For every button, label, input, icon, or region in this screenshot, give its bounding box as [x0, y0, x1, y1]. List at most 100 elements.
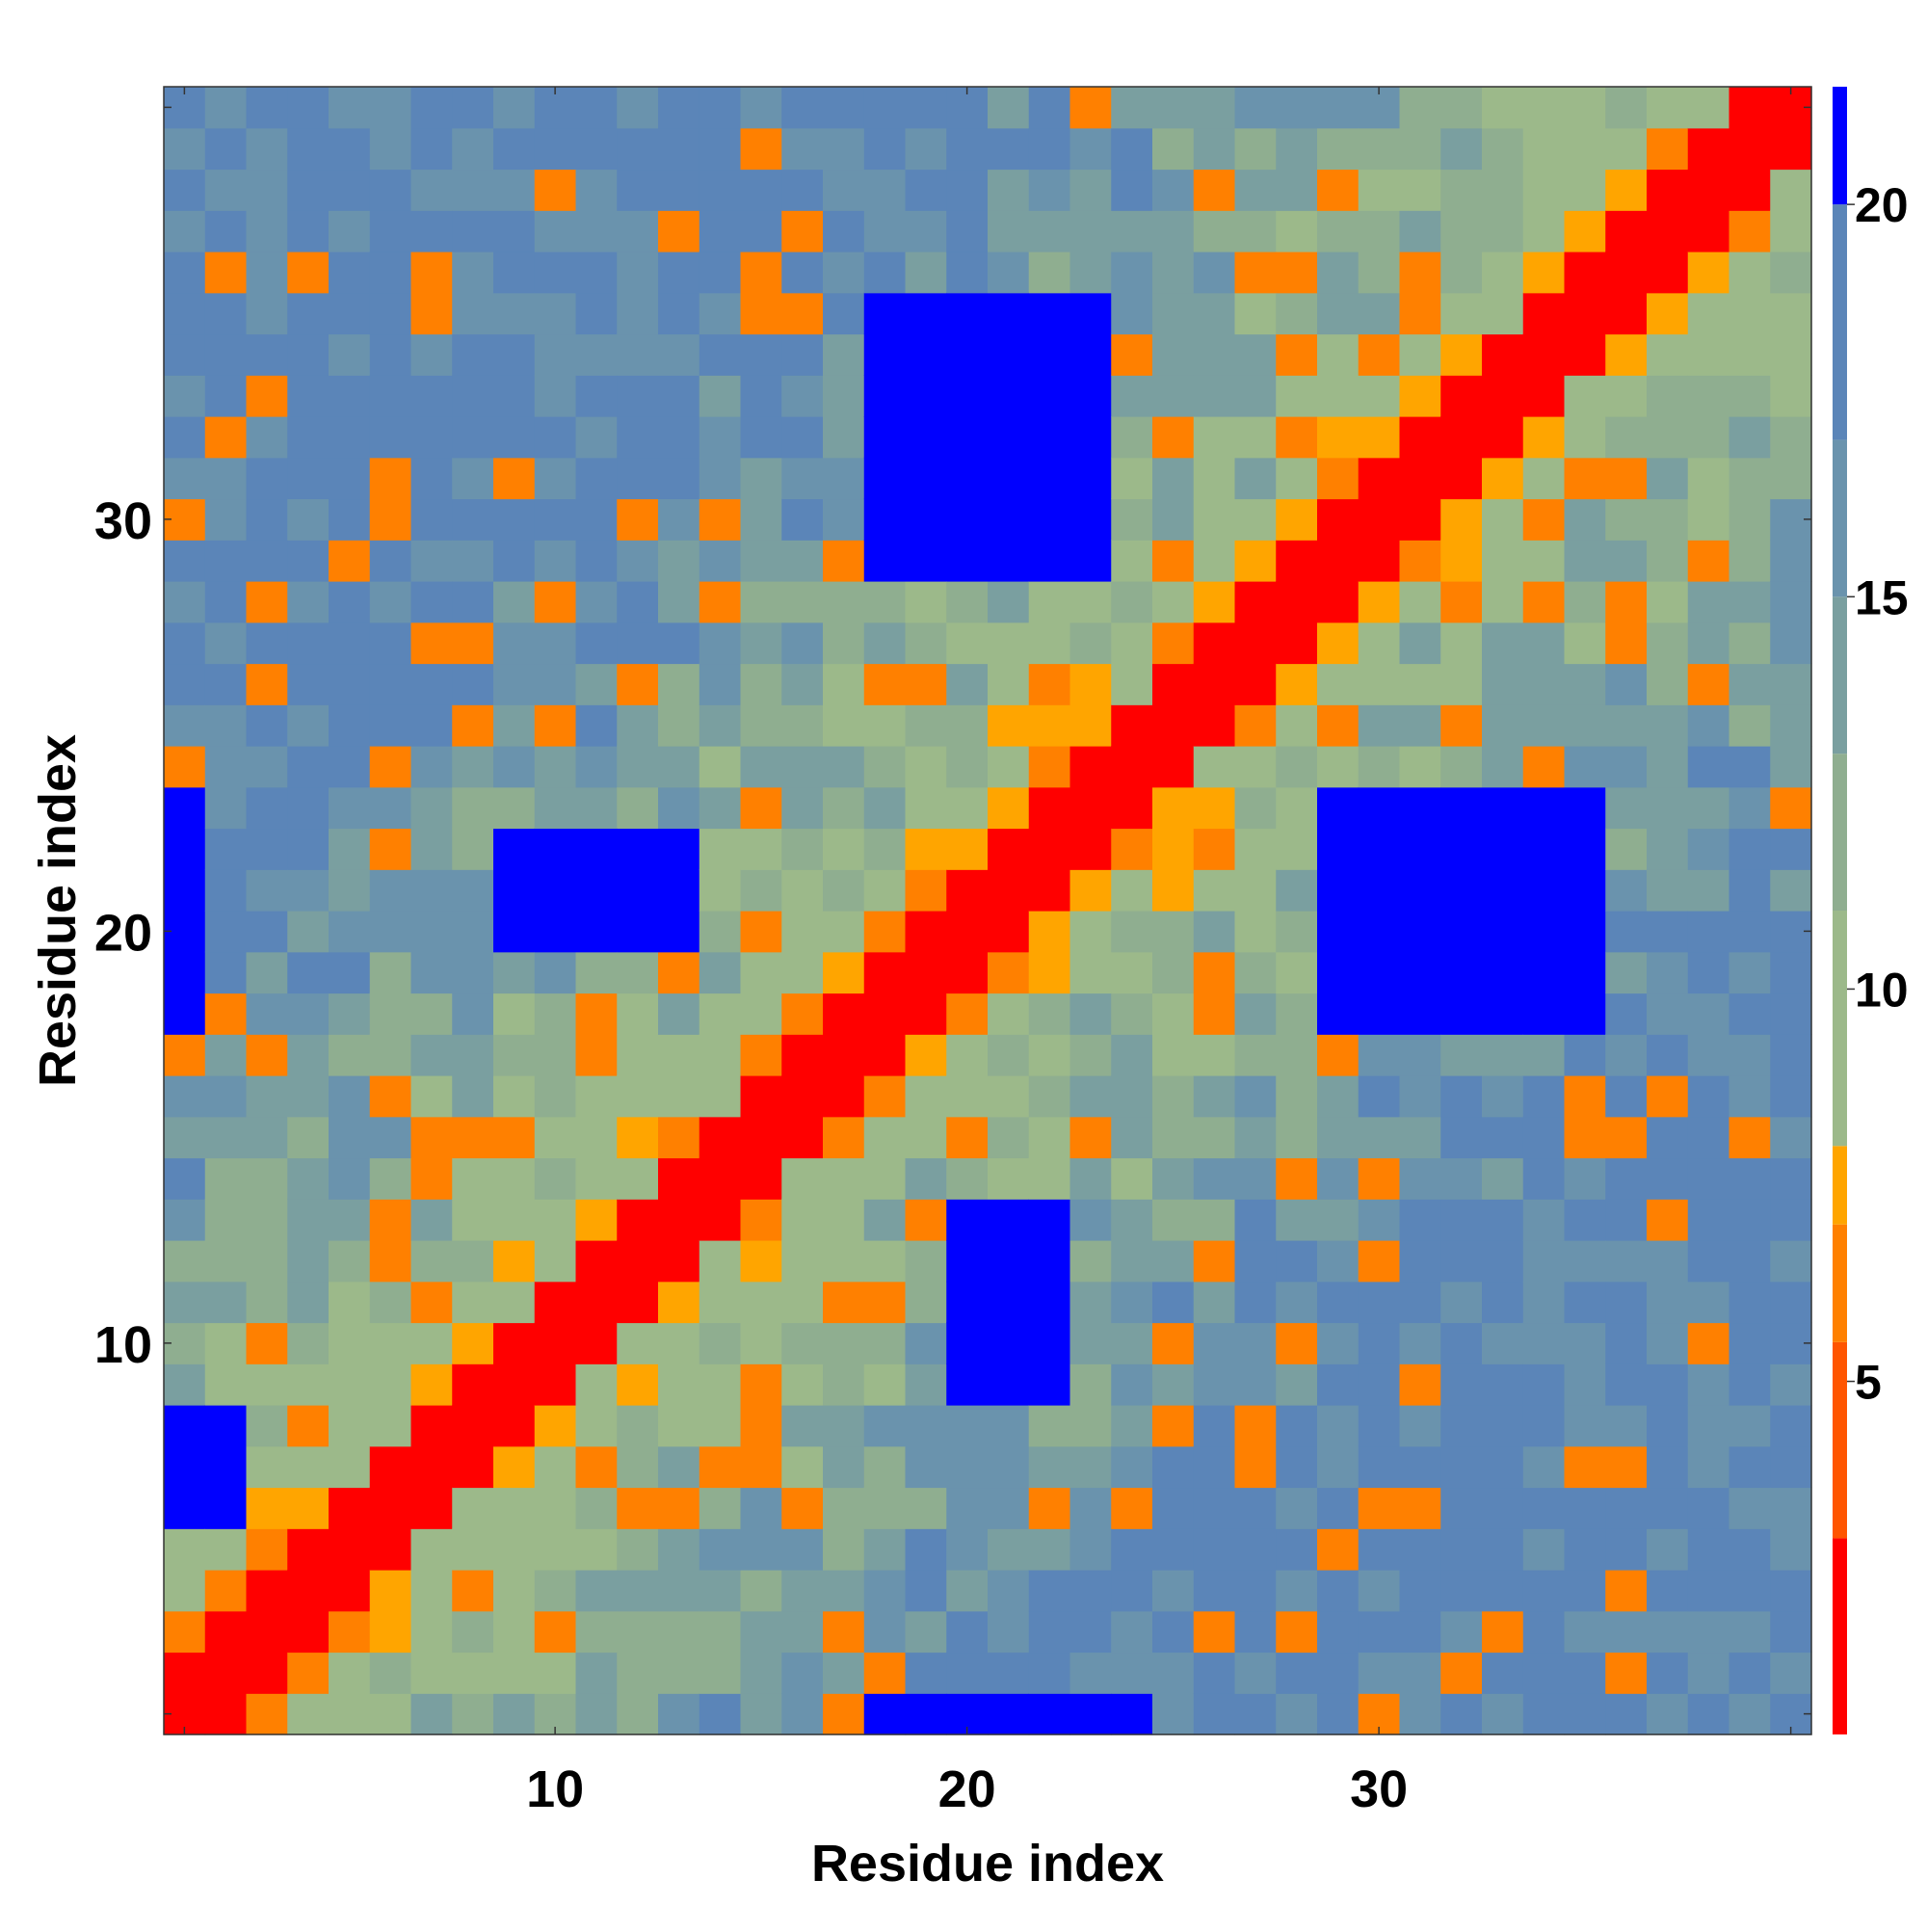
- heatmap-cell: [905, 251, 947, 294]
- heatmap-cell: [1317, 210, 1359, 252]
- heatmap-cell: [493, 127, 536, 171]
- heatmap-cell: [1069, 416, 1112, 459]
- heatmap-cell: [1399, 1157, 1441, 1200]
- heatmap-cell: [1687, 375, 1730, 417]
- heatmap-cell: [988, 911, 1030, 953]
- heatmap-cell: [1729, 1281, 1771, 1324]
- heatmap-cell: [1564, 663, 1606, 705]
- heatmap-cell: [1193, 704, 1236, 747]
- heatmap-cell: [988, 1570, 1030, 1612]
- heatmap-cell: [946, 1240, 989, 1283]
- heatmap-cell: [1028, 1075, 1071, 1118]
- heatmap-cell: [287, 292, 330, 335]
- heatmap-cell: [1193, 786, 1236, 830]
- heatmap-cell: [658, 540, 700, 582]
- heatmap-cell: [369, 704, 412, 747]
- heatmap-cell: [905, 457, 947, 500]
- heatmap-cell: [1069, 704, 1112, 747]
- heatmap-cell: [164, 210, 206, 252]
- heatmap-cell: [1358, 169, 1401, 211]
- heatmap-cell: [1647, 1363, 1689, 1406]
- heatmap-cell: [1687, 663, 1730, 705]
- heatmap-cell: [1605, 1281, 1648, 1324]
- heatmap-cell: [534, 127, 577, 171]
- heatmap-cell: [1358, 1322, 1401, 1364]
- heatmap-cell: [410, 869, 453, 912]
- heatmap-cell: [1399, 127, 1441, 171]
- heatmap-cell: [246, 127, 288, 171]
- heatmap-cell: [369, 1199, 412, 1241]
- heatmap-cell: [1317, 1240, 1359, 1283]
- heatmap-cell: [1729, 911, 1771, 953]
- heatmap-cell: [369, 746, 412, 788]
- heatmap-cell: [329, 1405, 371, 1447]
- heatmap-cell: [1687, 540, 1730, 582]
- heatmap-cell: [575, 210, 618, 252]
- heatmap-cell: [905, 1570, 947, 1612]
- heatmap-cell: [1522, 457, 1566, 500]
- heatmap-cell: [452, 1199, 494, 1241]
- heatmap-cell: [246, 869, 288, 912]
- heatmap-cell: [1028, 581, 1071, 623]
- heatmap-cell: [534, 951, 577, 994]
- heatmap-cell: [410, 540, 453, 582]
- heatmap-cell: [1276, 210, 1318, 252]
- heatmap-cell: [1399, 663, 1441, 705]
- heatmap-cell: [1564, 622, 1606, 665]
- heatmap-cell: [410, 292, 453, 335]
- heatmap-cell: [1687, 169, 1730, 211]
- heatmap-cell: [1276, 786, 1318, 830]
- heatmap-cell: [1605, 704, 1648, 747]
- heatmap-cell: [1111, 1610, 1153, 1654]
- heatmap-cell: [1522, 1528, 1566, 1571]
- heatmap-cell: [1482, 1322, 1524, 1364]
- heatmap-cell: [1111, 1363, 1153, 1406]
- heatmap-cell: [1193, 1405, 1236, 1447]
- heatmap-cell: [863, 1445, 907, 1489]
- heatmap-cell: [988, 951, 1030, 994]
- heatmap-cell: [658, 1652, 700, 1694]
- heatmap-cell: [823, 1116, 865, 1159]
- heatmap-cell: [1152, 416, 1195, 459]
- heatmap-cell: [1276, 251, 1318, 294]
- heatmap-cell: [1770, 828, 1812, 870]
- heatmap-cell: [863, 87, 907, 129]
- heatmap-cell: [1687, 951, 1730, 994]
- heatmap-cell: [1482, 581, 1524, 623]
- heatmap-cell: [575, 1157, 618, 1200]
- heatmap-cell: [452, 1405, 494, 1447]
- heatmap-cell: [1028, 1652, 1071, 1694]
- heatmap-cell: [493, 292, 536, 335]
- heatmap-cell: [699, 1610, 742, 1654]
- heatmap-cell: [369, 992, 412, 1035]
- heatmap-cell: [1687, 1445, 1730, 1489]
- heatmap-cell: [204, 869, 248, 912]
- heatmap-cell: [534, 992, 577, 1035]
- heatmap-cell: [699, 498, 742, 541]
- heatmap-cell: [1193, 1445, 1236, 1489]
- heatmap-cell: [1522, 1075, 1566, 1118]
- heatmap-cell: [1399, 457, 1441, 500]
- heatmap-cell: [1317, 1693, 1359, 1735]
- heatmap-cell: [740, 1528, 782, 1571]
- heatmap-cell: [1111, 1570, 1153, 1612]
- heatmap-cell: [534, 416, 577, 459]
- heatmap-cell: [781, 1445, 824, 1489]
- heatmap-cell: [1647, 87, 1689, 129]
- x-tick-label: 20: [938, 1760, 996, 1818]
- heatmap-cell: [905, 581, 947, 623]
- heatmap-cell: [946, 1445, 989, 1489]
- heatmap-cell: [823, 1610, 865, 1654]
- heatmap-cell: [452, 292, 494, 335]
- heatmap-cell: [1276, 704, 1318, 747]
- heatmap-cell: [946, 498, 989, 541]
- heatmap-cell: [1152, 1445, 1195, 1489]
- heatmap-cell: [534, 457, 577, 500]
- heatmap-cell: [1687, 1199, 1730, 1241]
- heatmap-cell: [164, 1116, 206, 1159]
- heatmap-cell: [329, 375, 371, 417]
- heatmap-cell: [287, 1281, 330, 1324]
- heatmap-cell: [617, 1570, 659, 1612]
- heatmap-cell: [1152, 333, 1195, 376]
- heatmap-cell: [740, 127, 782, 171]
